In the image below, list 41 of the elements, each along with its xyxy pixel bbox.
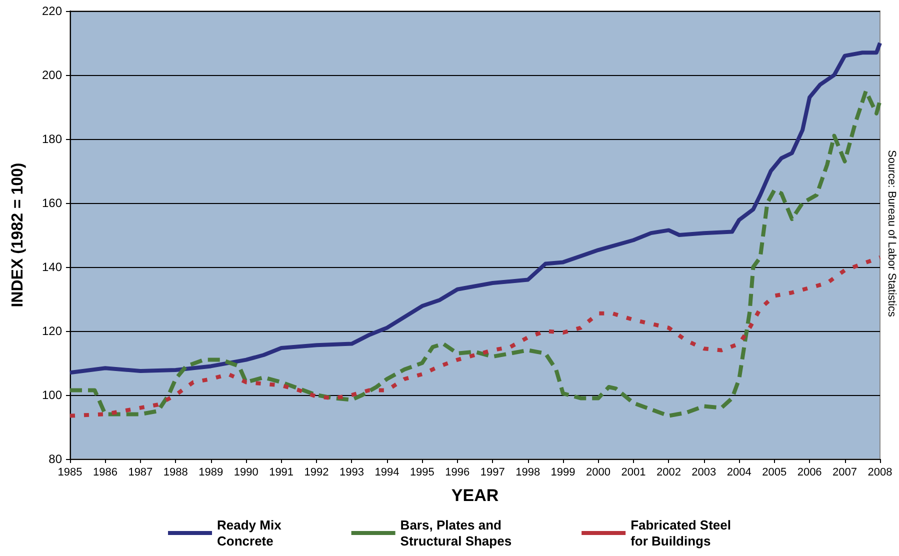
x-tick-label: 2006 (797, 466, 822, 478)
x-tick-label: 1994 (374, 466, 400, 478)
line-series (68, 255, 882, 418)
x-tick-label: 1989 (198, 466, 224, 478)
line-series (68, 41, 882, 375)
x-tick-label: 2003 (692, 466, 716, 478)
x-tick-label: 1995 (410, 466, 434, 478)
x-tick-label: 2000 (586, 466, 611, 478)
y-tick-label: 160 (42, 196, 62, 210)
legend-label: Fabricated Steel for Buildings (630, 518, 732, 548)
line-series (68, 89, 882, 418)
x-tick-label: 1988 (163, 466, 188, 478)
y-tick-label: 200 (42, 68, 62, 82)
x-tick-label: 1993 (339, 466, 364, 478)
y-tick-label: 220 (42, 4, 62, 18)
x-tick-label: 1987 (128, 466, 153, 478)
legend-label: Ready Mix Concrete (217, 518, 282, 548)
x-tick-label: 1999 (550, 466, 576, 478)
x-tick-label: 1985 (58, 466, 82, 478)
y-tick-label: 180 (42, 132, 62, 146)
x-tick-label: 1991 (269, 466, 294, 478)
x-tick-label: 1996 (445, 466, 470, 478)
x-tick-label: 1990 (234, 466, 258, 478)
x-tick-label: 2007 (832, 466, 858, 478)
x-tick-label: 2005 (762, 466, 787, 478)
y-axis-title: INDEX (1982 = 100) (10, 162, 26, 308)
source-note: Source: Bureau of Labor Statistics (886, 150, 898, 318)
x-tick-label: 1992 (304, 466, 329, 478)
y-tick-label: 120 (42, 324, 62, 338)
x-tick-label: 1997 (480, 466, 505, 478)
x-tick-label: 2004 (726, 466, 752, 478)
legend-label: Bars, Plates and Structural Shapes (400, 518, 512, 548)
y-tick-label: 140 (42, 260, 62, 274)
x-tick-label: 2008 (868, 466, 892, 478)
y-tick-label: 100 (42, 388, 62, 402)
x-tick-label: 2001 (621, 466, 646, 478)
x-tick-label: 1986 (92, 466, 118, 478)
x-tick-label: 1998 (516, 466, 540, 478)
y-tick-label: 80 (48, 452, 62, 466)
x-tick-label: 2002 (656, 466, 681, 478)
x-axis-title: YEAR (451, 486, 499, 505)
